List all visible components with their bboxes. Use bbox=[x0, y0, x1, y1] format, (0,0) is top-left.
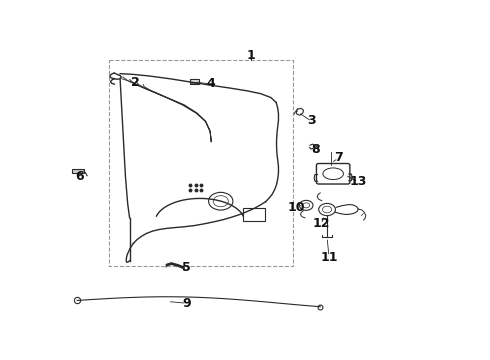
Text: 2: 2 bbox=[131, 76, 140, 89]
Text: 8: 8 bbox=[311, 143, 320, 156]
Text: 5: 5 bbox=[182, 261, 191, 274]
Text: 9: 9 bbox=[182, 297, 191, 310]
Text: 11: 11 bbox=[320, 251, 338, 264]
Text: 4: 4 bbox=[207, 77, 216, 90]
Bar bbox=[243, 208, 265, 221]
Bar bbox=[190, 79, 199, 84]
Bar bbox=[72, 169, 84, 173]
Text: 13: 13 bbox=[349, 175, 367, 188]
Text: 3: 3 bbox=[308, 114, 316, 127]
Text: 7: 7 bbox=[334, 151, 343, 164]
Text: 10: 10 bbox=[288, 201, 305, 214]
Text: 1: 1 bbox=[247, 49, 255, 62]
Text: 12: 12 bbox=[313, 217, 330, 230]
Text: 6: 6 bbox=[75, 170, 84, 183]
